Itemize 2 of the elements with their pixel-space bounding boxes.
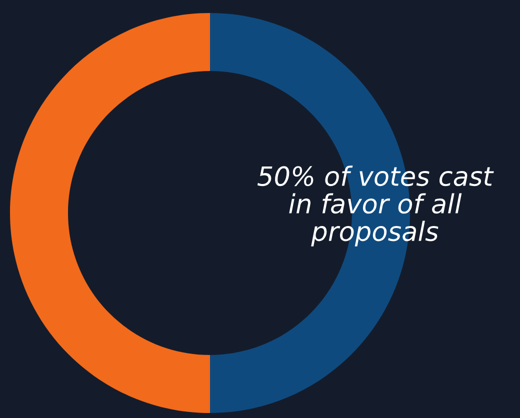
text: 50% of votes cast in favor of all proposals [257, 166, 494, 246]
donut-slice [10, 13, 210, 413]
